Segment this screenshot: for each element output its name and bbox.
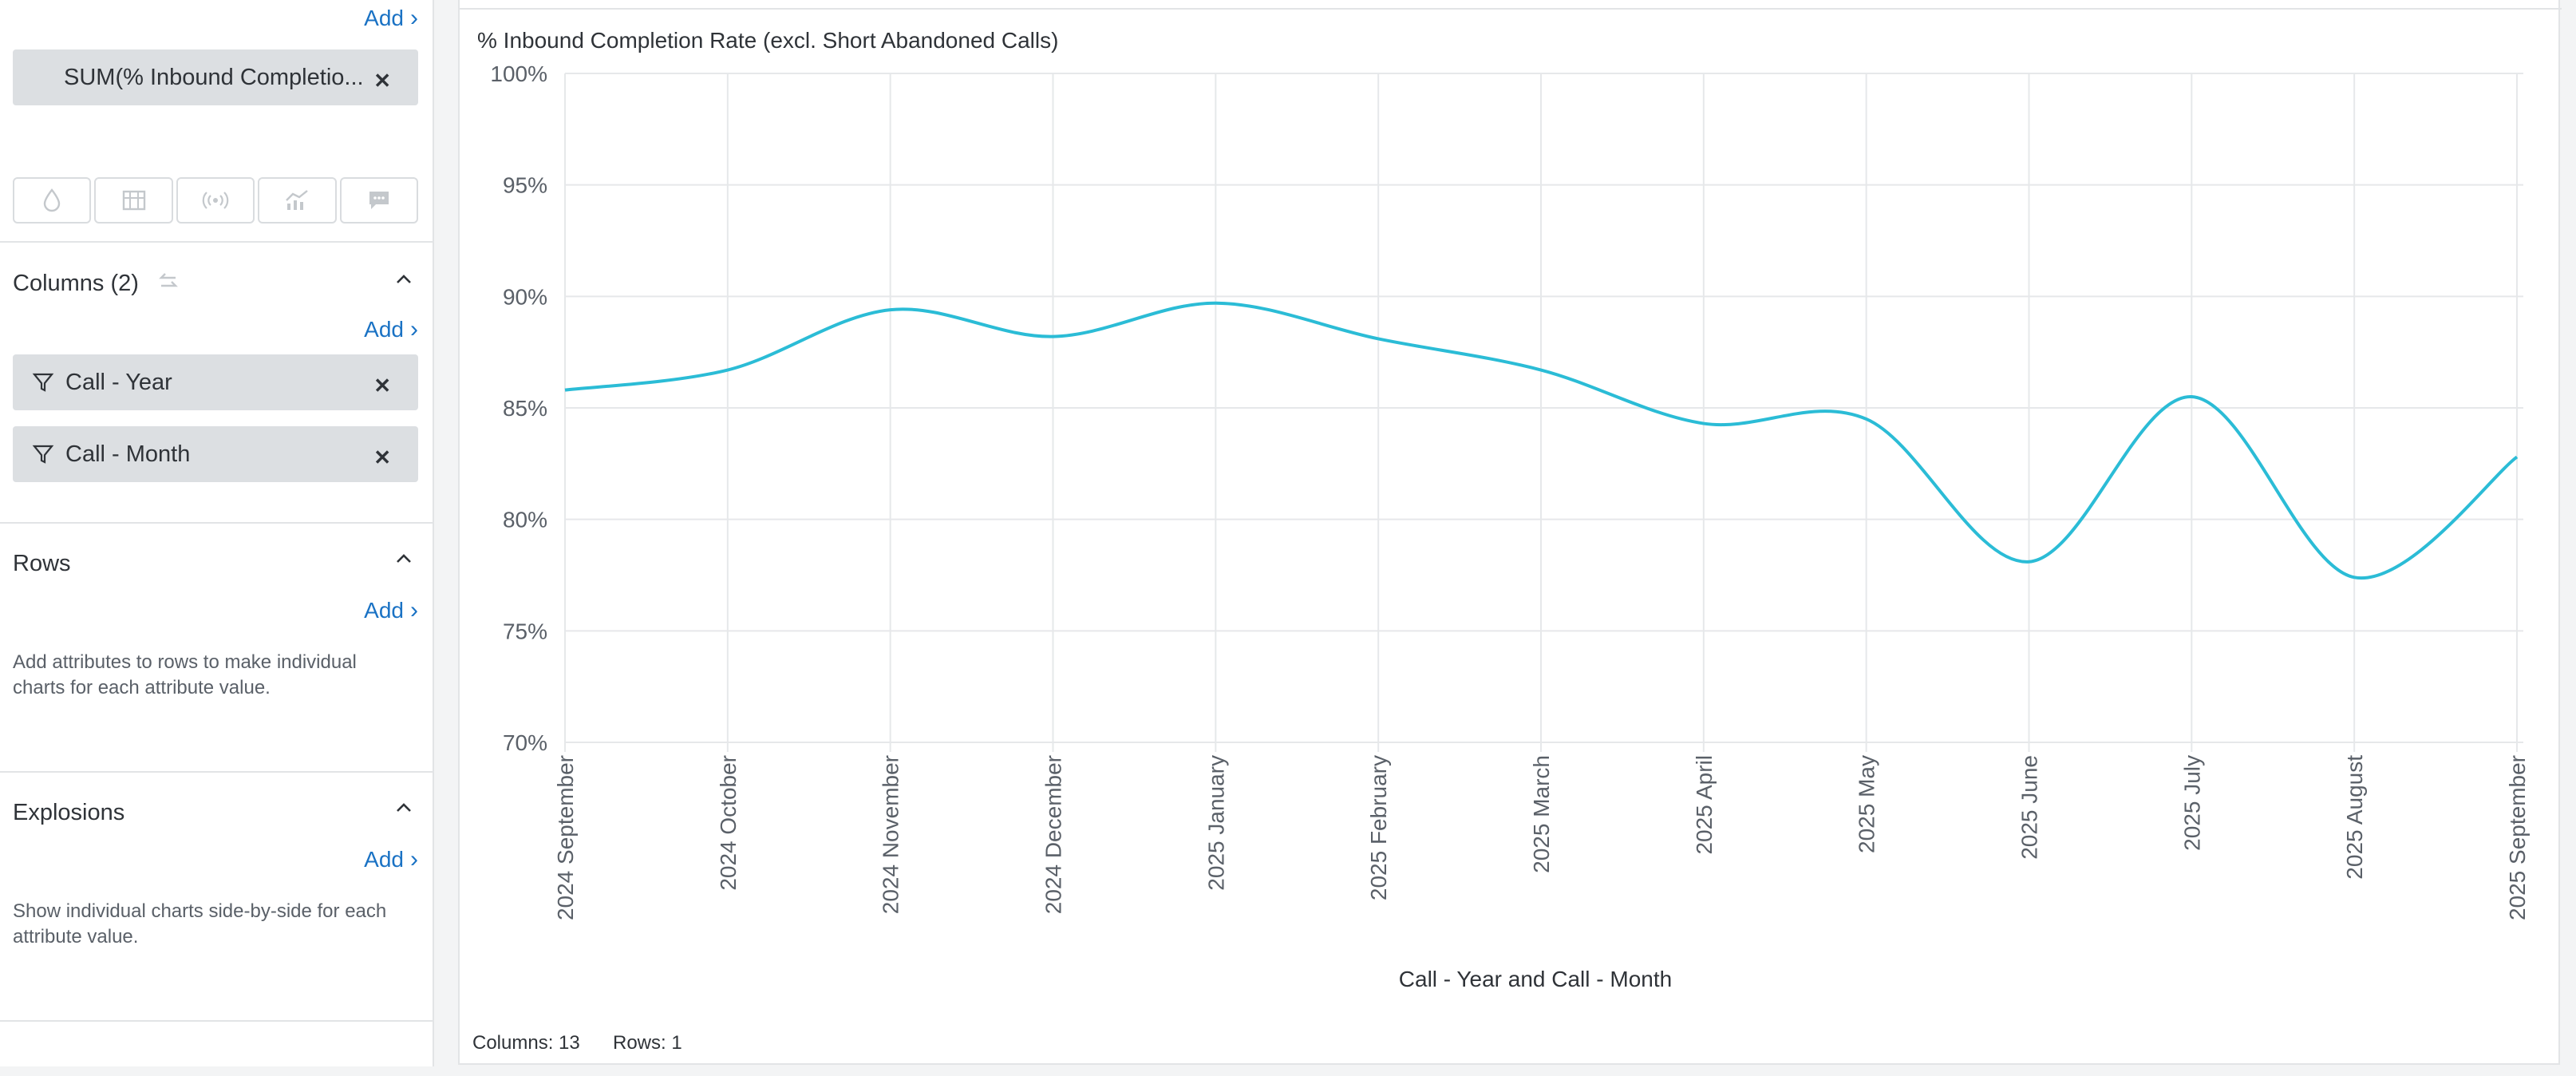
footer-columns-count: Columns: 13	[472, 1032, 580, 1054]
x-tick-label: 2025 February	[1366, 755, 1391, 900]
data-point[interactable]	[1533, 362, 1549, 378]
series-layer	[557, 295, 2525, 585]
encoding-tray	[13, 177, 419, 224]
tooltip-comment-icon[interactable]	[339, 177, 419, 224]
rows-section-title: Rows	[13, 551, 71, 576]
x-axis-title: Call - Year and Call - Month	[1399, 967, 1672, 991]
data-point[interactable]	[1859, 411, 1875, 427]
x-tick-label: 2024 October	[716, 755, 741, 891]
swap-icon[interactable]	[156, 270, 180, 294]
y-tick-label: 80%	[503, 508, 547, 532]
x-tick-label: 2024 November	[879, 755, 903, 914]
y-tick-label: 100%	[490, 61, 547, 86]
x-tick-label: 2025 March	[1529, 755, 1554, 873]
rows-help-text: Add attributes to rows to make individua…	[13, 651, 357, 698]
close-icon[interactable]: ✕	[373, 69, 391, 93]
grid-layer	[564, 73, 2523, 752]
explosions-add-link[interactable]: Add ›	[364, 846, 418, 873]
divider	[0, 1020, 433, 1022]
column-pill-label: Call - Month	[65, 441, 191, 467]
measures-add-label: Add	[364, 6, 404, 30]
data-point[interactable]	[2021, 554, 2037, 570]
series-line[interactable]	[564, 301, 2519, 580]
chart-top-border	[460, 8, 2562, 10]
column-pill-year[interactable]: Call - Year ✕	[13, 354, 418, 410]
x-tick-label: 2025 June	[2017, 755, 2042, 860]
trend-chart-icon[interactable]	[258, 177, 337, 224]
y-tick-label: 95%	[503, 173, 547, 198]
column-pill-month[interactable]: Call - Month ✕	[13, 426, 418, 482]
data-point[interactable]	[557, 382, 573, 398]
x-tick-label: 2025 May	[1855, 755, 1879, 853]
column-pill-label: Call - Year	[65, 369, 172, 395]
y-tick-label: 85%	[503, 396, 547, 421]
explosions-section-title: Explosions	[13, 800, 125, 825]
data-point[interactable]	[720, 362, 736, 378]
chart-panel: 70% 75% 80% 85% 90% 95% 100% 2024 September 2024…	[458, 0, 2562, 1065]
explosions-help-text: Show individual charts side-by-side for …	[13, 900, 387, 947]
data-point[interactable]	[1045, 329, 1061, 345]
divider	[0, 771, 433, 773]
columns-add-label: Add	[364, 317, 404, 342]
columns-add-link[interactable]: Add ›	[364, 316, 418, 343]
x-tick-label: 2024 September	[553, 755, 578, 920]
columns-section-title: Columns (2)	[13, 270, 180, 297]
chart-title: % Inbound Completion Rate (excl. Short A…	[477, 28, 1058, 53]
x-tick-label: 2025 September	[2505, 755, 2530, 920]
data-point[interactable]	[1207, 295, 1223, 311]
data-point[interactable]	[2183, 389, 2199, 405]
color-drop-icon[interactable]	[13, 177, 92, 224]
rows-collapse-chevron-up-icon[interactable]	[394, 549, 413, 568]
x-tick-label: 2025 April	[1692, 755, 1717, 855]
data-point[interactable]	[2346, 569, 2362, 585]
y-tick-label: 75%	[503, 619, 547, 643]
y-tick-label: 70%	[503, 730, 547, 755]
measure-pill-label: SUM(% Inbound Completio...	[64, 64, 364, 90]
columns-title: Columns (2)	[13, 271, 139, 296]
data-point[interactable]	[883, 302, 899, 318]
data-point[interactable]	[1696, 416, 1712, 432]
x-tick-label: 2025 July	[2179, 755, 2204, 851]
columns-collapse-chevron-up-icon[interactable]	[394, 270, 413, 289]
close-icon[interactable]: ✕	[373, 374, 391, 398]
filter-funnel-icon[interactable]	[32, 371, 54, 394]
measure-pill[interactable]: SUM(% Inbound Completio... ✕	[13, 49, 418, 105]
chevron-right-icon: ›	[410, 597, 418, 623]
chevron-right-icon: ›	[410, 316, 418, 342]
rows-add-link[interactable]: Add ›	[364, 597, 418, 624]
divider	[0, 241, 433, 243]
measures-add-link[interactable]: Add ›	[364, 5, 418, 32]
explosions-add-label: Add	[364, 847, 404, 872]
divider	[0, 522, 433, 524]
explosions-collapse-chevron-up-icon[interactable]	[394, 798, 413, 817]
x-tick-label: 2025 August	[2342, 755, 2367, 880]
close-icon[interactable]: ✕	[373, 445, 391, 469]
x-tick-label: 2025 January	[1203, 755, 1228, 891]
rows-add-label: Add	[364, 598, 404, 623]
signal-icon[interactable]	[176, 177, 255, 224]
y-tick-label: 90%	[503, 284, 547, 309]
footer-rows-count: Rows: 1	[613, 1032, 682, 1054]
x-tick-label: 2024 December	[1041, 755, 1066, 914]
filter-funnel-icon[interactable]	[32, 443, 54, 465]
line-chart: 70% 75% 80% 85% 90% 95% 100% 2024 September 2024…	[472, 28, 2530, 1054]
size-table-icon[interactable]	[94, 177, 173, 224]
chevron-right-icon: ›	[410, 846, 418, 872]
data-point[interactable]	[1370, 330, 1386, 346]
axis-layer: 70% 75% 80% 85% 90% 95% 100% 2024 September 2024…	[490, 61, 2530, 920]
left-panel: Add › SUM(% Inbound Completio... ✕	[0, 0, 434, 1066]
data-point[interactable]	[2509, 449, 2525, 465]
chevron-right-icon: ›	[410, 5, 418, 31]
